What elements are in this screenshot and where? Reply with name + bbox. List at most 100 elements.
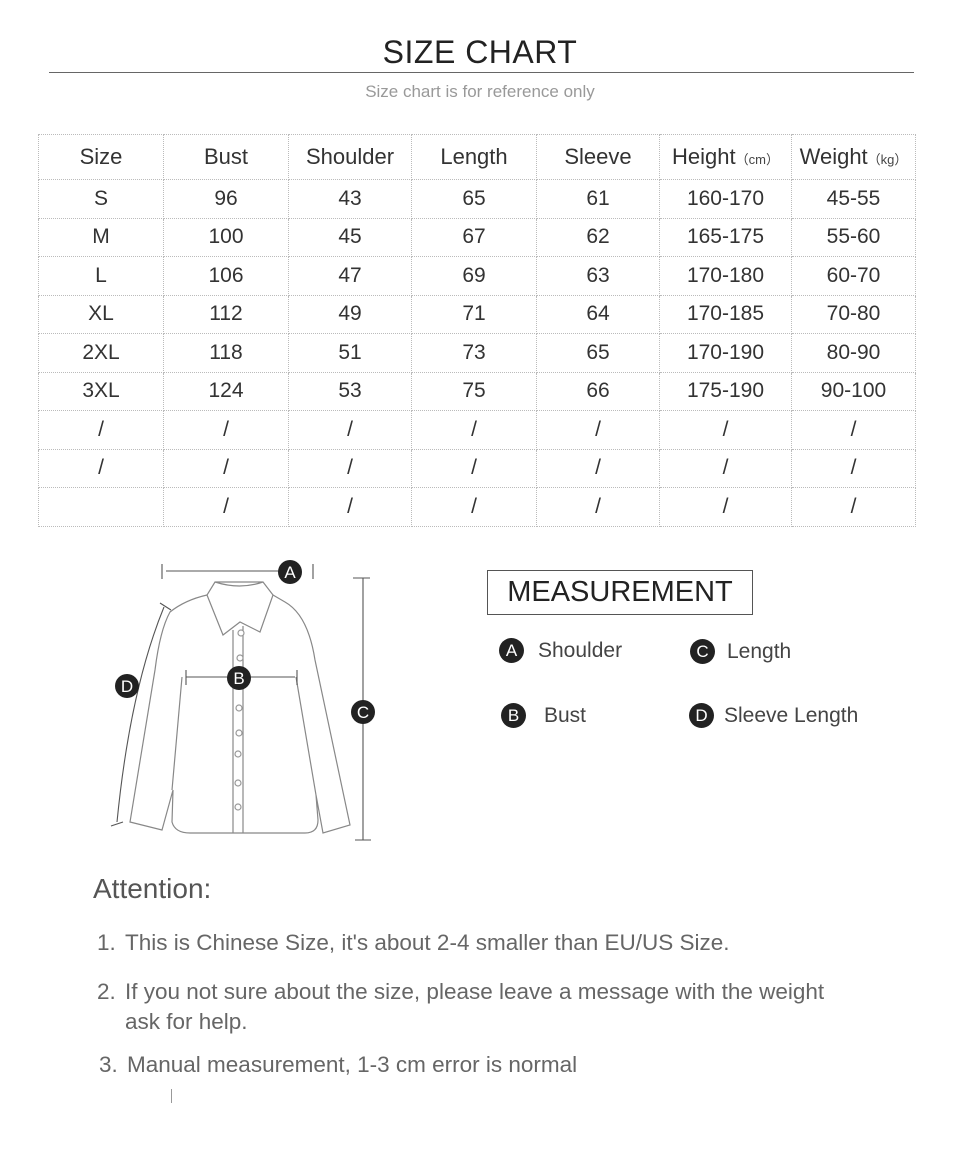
column-label: Shoulder <box>305 144 395 169</box>
table-cell: / <box>791 448 916 488</box>
table-cell: / <box>659 448 792 488</box>
table-cell: / <box>536 410 660 450</box>
table-cell: 71 <box>411 294 537 334</box>
column-label: Weight <box>799 144 868 169</box>
table-cell: 49 <box>288 294 412 334</box>
table-cell: / <box>288 448 412 488</box>
shirt-collar <box>206 581 274 636</box>
table-cell: 63 <box>536 256 660 296</box>
table-cell: 100 <box>163 217 289 257</box>
table-cell: 70-80 <box>791 294 916 334</box>
table-cell: 175-190 <box>659 371 792 411</box>
column-header: Bust <box>163 134 289 180</box>
table-cell: 73 <box>411 333 537 373</box>
shirt-diagram: A B C D <box>110 560 375 841</box>
table-cell: XL <box>38 294 164 334</box>
shirt-buttons <box>234 629 245 811</box>
column-header: Length <box>411 134 537 180</box>
table-cell: 64 <box>536 294 660 334</box>
table-row: 2XL 118 51 73 65 170-190 80-90 <box>38 333 916 373</box>
legend-bust: B Bust <box>501 703 586 728</box>
legend-label: Bust <box>544 703 587 727</box>
table-cell: 51 <box>288 333 412 373</box>
svg-text:B: B <box>233 669 244 688</box>
marker-a: A <box>278 560 302 584</box>
shirt-placket <box>232 626 244 833</box>
table-cell: 75 <box>411 371 537 411</box>
table-row: M 100 45 67 62 165-175 55-60 <box>38 217 916 257</box>
shoulder-measure-line <box>161 564 314 579</box>
table-cell: / <box>536 487 660 527</box>
table-cell: / <box>791 487 916 527</box>
table-cell: / <box>163 410 289 450</box>
legend-sleeve-length: D Sleeve Length <box>689 703 858 728</box>
page-title: SIZE CHART <box>382 34 578 70</box>
table-cell: L <box>38 256 164 296</box>
table-cell: 69 <box>411 256 537 296</box>
table-row: XL 112 49 71 64 170-185 70-80 <box>38 294 916 334</box>
table-cell: / <box>288 487 412 527</box>
note-number: 2. <box>97 979 116 1004</box>
marker-d: D <box>115 674 139 698</box>
legend-label: Sleeve Length <box>724 703 859 727</box>
note-2: 2. If you not sure about the size, please… <box>97 977 845 1037</box>
table-row: / / / / / / <box>38 487 916 527</box>
table-header-row: Size Bust Shoulder Length Sleeve Height（cm） We… <box>38 134 916 180</box>
table-cell: M <box>38 217 164 257</box>
note-1: 1. This is Chinese Size, it's about 2-4 s… <box>97 928 865 958</box>
table-cell: 65 <box>536 333 660 373</box>
marker-b: B <box>227 666 251 690</box>
marker-b-icon: B <box>501 703 526 728</box>
shirt-body-outline <box>129 594 351 834</box>
column-label: Length <box>440 144 508 169</box>
table-row: 3XL 124 53 75 66 175-190 90-100 <box>38 371 916 411</box>
svg-text:D: D <box>121 677 133 696</box>
table-cell: / <box>659 487 792 527</box>
attention-heading: Attention: <box>93 873 212 904</box>
note-text: Manual measurement, 1-3 cm error is norm… <box>127 1052 578 1077</box>
table-cell: 60-70 <box>791 256 916 296</box>
table-cell: / <box>411 448 537 488</box>
sleeve-measure-line <box>110 602 172 827</box>
note-number: 3. <box>99 1052 118 1077</box>
table-cell: 66 <box>536 371 660 411</box>
table-cell: / <box>411 410 537 450</box>
table-cell: 62 <box>536 217 660 257</box>
table-cell: 165-175 <box>659 217 792 257</box>
column-label: Sleeve <box>564 144 632 169</box>
measurement-title: MEASUREMENT <box>487 570 753 615</box>
column-label: Height <box>672 144 736 169</box>
stray-mark <box>171 1089 172 1103</box>
subtitle: Size chart is for reference only <box>365 82 595 101</box>
svg-text:A: A <box>284 563 296 582</box>
table-cell: 43 <box>288 179 412 219</box>
table-cell: / <box>163 487 289 527</box>
table-cell: / <box>163 448 289 488</box>
legend-label: Length <box>727 639 792 663</box>
column-header: Sleeve <box>536 134 660 180</box>
table-row: / / / / / / / <box>38 410 916 450</box>
legend-length: C Length <box>690 639 791 664</box>
column-unit: （kg） <box>867 152 908 167</box>
shirt-side-seams <box>171 676 317 796</box>
table-cell: 90-100 <box>791 371 916 411</box>
table-cell <box>38 487 164 527</box>
table-row: L 106 47 69 63 170-180 60-70 <box>38 256 916 296</box>
table-cell: 53 <box>288 371 412 411</box>
column-header: Size <box>38 134 164 180</box>
table-cell: 118 <box>163 333 289 373</box>
table-cell: / <box>38 410 164 450</box>
table-cell: 47 <box>288 256 412 296</box>
column-header: Weight（kg） <box>791 134 916 180</box>
marker-a-icon: A <box>499 638 524 663</box>
marker-c-icon: C <box>690 639 715 664</box>
table-cell: / <box>791 410 916 450</box>
table-cell: 160-170 <box>659 179 792 219</box>
marker-c: C <box>351 700 375 724</box>
table-cell: 45 <box>288 217 412 257</box>
column-label: Bust <box>203 144 249 169</box>
table-row: S 96 43 65 61 160-170 45-55 <box>38 179 916 219</box>
table-cell: / <box>38 448 164 488</box>
table-cell: 45-55 <box>791 179 916 219</box>
legend-shoulder: A Shoulder <box>499 638 622 663</box>
